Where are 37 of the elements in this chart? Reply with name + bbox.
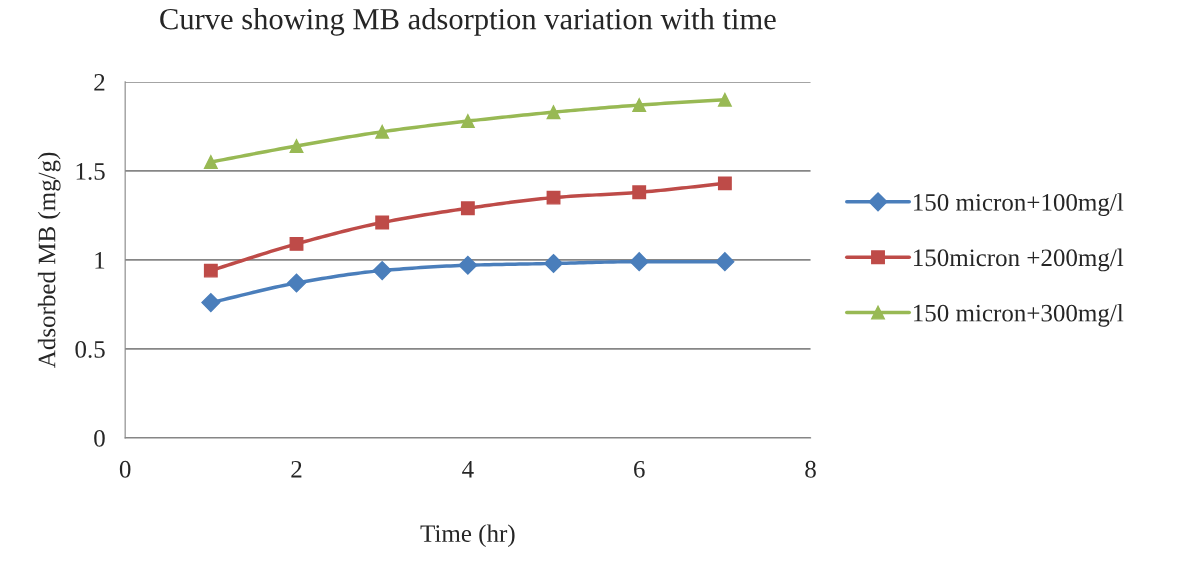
point <box>289 139 304 153</box>
point <box>203 155 218 169</box>
x-axis-title: Time (hr) <box>420 524 515 548</box>
point <box>632 98 647 113</box>
point <box>544 253 564 273</box>
point <box>632 185 647 200</box>
y-tick-label: 0.5 <box>75 340 105 358</box>
y-axis-title: Adsorbed MB (mg/g) <box>37 152 61 368</box>
point <box>715 252 735 272</box>
chart-title: Curve showing MB adsorption variation with time <box>160 7 776 36</box>
point <box>546 105 561 120</box>
point <box>717 92 732 107</box>
x-tick-label: 6 <box>634 460 645 478</box>
y-tick-label: 2 <box>94 74 105 91</box>
point <box>460 114 475 129</box>
point <box>629 252 649 272</box>
point <box>289 236 304 251</box>
point <box>375 124 390 139</box>
y-tick-label: 0 <box>94 429 105 447</box>
point <box>460 201 475 216</box>
point <box>372 261 392 281</box>
point <box>717 176 732 191</box>
point <box>375 215 390 230</box>
y-tick-label: 1 <box>95 252 105 269</box>
point <box>458 255 478 275</box>
point <box>286 273 307 293</box>
x-tick-label: 8 <box>805 460 816 478</box>
legend-label: 150 micron+100mg/l <box>913 193 1124 216</box>
point <box>546 190 561 205</box>
x-tick-label: 4 <box>462 460 474 478</box>
y-tick-label: 1.5 <box>76 163 105 180</box>
legend-label: 150 micron+300mg/l <box>913 304 1124 327</box>
x-tick-label: 2 <box>291 460 302 478</box>
point <box>203 263 218 278</box>
legend-label: 150micron +200mg/l <box>913 248 1124 272</box>
point <box>201 293 221 313</box>
x-tick-label: 0 <box>119 460 131 478</box>
